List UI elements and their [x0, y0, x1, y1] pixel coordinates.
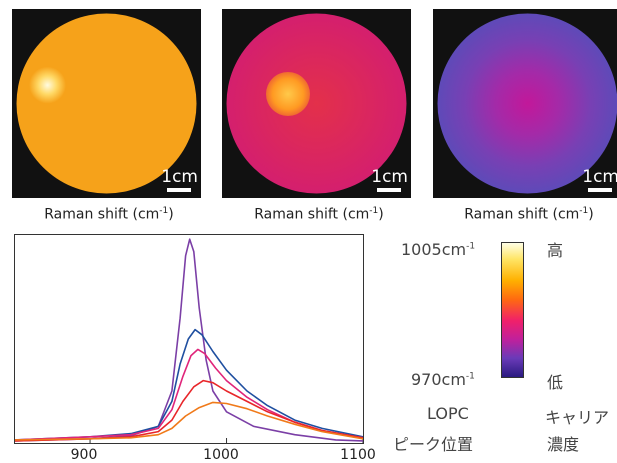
colorbar-high-label: 高 [547, 241, 564, 260]
colorbar [501, 242, 524, 378]
colorbar-top-value: 1005cm-1 [401, 240, 476, 259]
spectrum-line-2 [15, 328, 363, 441]
scale-bar [588, 188, 612, 192]
spectrum-line-4 [15, 379, 363, 442]
lopc-caption: LOPC [427, 404, 469, 423]
spectrum-line-1 [15, 238, 363, 442]
scale-label: 1cm [371, 167, 408, 187]
scale-bar [377, 188, 401, 192]
map-caption-1: Raman shift (cm-1) [44, 206, 174, 223]
carrier-caption: キャリア [545, 408, 610, 427]
spectrum-line-5 [15, 401, 363, 441]
spectrum-svg [15, 238, 363, 443]
scale-label: 1cm [582, 167, 617, 187]
colorbar-low-label: 低 [547, 373, 564, 392]
scale-label: 1cm [161, 167, 198, 187]
map-caption-3: Raman shift (cm-1) [464, 206, 594, 223]
scale-bar [167, 188, 191, 192]
spectrum-line-3 [15, 348, 363, 441]
raman-spectrum-plot [14, 234, 364, 444]
raman-map-2: 1cm [222, 9, 411, 198]
raman-map-1: 1cm [12, 9, 201, 198]
lopc-caption-2: ピーク位置 [393, 435, 474, 454]
carrier-caption-2: 濃度 [547, 435, 580, 454]
raman-map-3: 1cm [433, 9, 617, 198]
x-tick-label: 1000 [203, 447, 239, 463]
x-tick-label: 1100 [340, 447, 376, 463]
colorbar-bottom-value: 970cm-1 [411, 370, 475, 389]
map-caption-2: Raman shift (cm-1) [254, 206, 384, 223]
x-tick-label: 900 [70, 447, 98, 463]
